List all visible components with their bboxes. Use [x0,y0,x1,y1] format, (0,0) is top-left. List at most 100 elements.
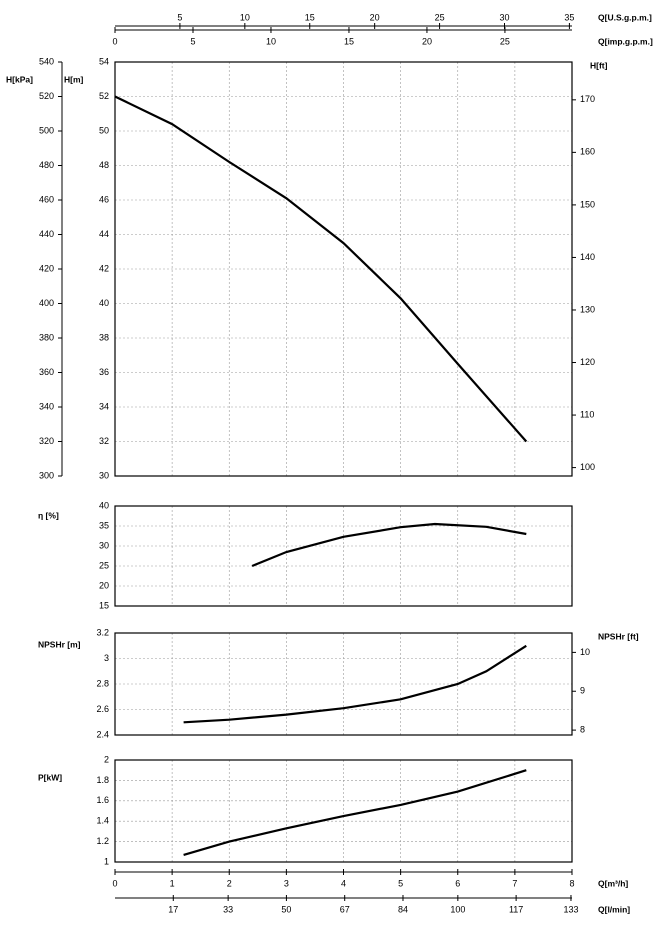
y-tick-label: 1.6 [96,795,109,805]
curve [183,769,527,856]
y-tick-label: 1.8 [96,775,109,785]
y-tick-label: 380 [39,332,54,342]
plot-frame [114,759,573,863]
y-tick-label: 15 [99,600,109,610]
y-axis-label: NPSHr [m] [38,639,81,649]
y2-tick-label: 140 [580,252,595,262]
x-tick-label: 33 [223,904,233,914]
x-tick-label: 35 [564,12,574,22]
y-tick-label: 48 [99,160,109,170]
y2-tick-label: 130 [580,304,595,314]
y-axis-label: P[kW] [38,772,62,782]
x-tick-label: 1 [170,878,175,888]
curve [251,522,527,568]
y2-tick-label: 120 [580,357,595,367]
x-tick-label: 15 [305,12,315,22]
y2-tick-label: 110 [580,409,594,419]
y-tick-label: 3.2 [96,627,109,637]
y2-tick-label: 8 [580,724,585,734]
y-tick-label: 38 [99,332,109,342]
y-tick-label: 460 [39,194,54,204]
x-tick-label: 5 [398,878,403,888]
x-tick-label: 10 [266,36,276,46]
y-tick-label: 30 [99,470,109,480]
x-tick-label: 20 [422,36,432,46]
y2-tick-label: 9 [580,686,585,696]
y-tick-label: 500 [39,125,54,135]
curve [114,95,528,443]
y-tick-label: 1.2 [96,836,109,846]
x-tick-label: 30 [499,12,509,22]
y2-axis-label: NPSHr [ft] [598,631,639,641]
y-tick-label: 440 [39,229,54,239]
y-tick-label: 46 [99,194,109,204]
x-tick-label: 84 [398,904,408,914]
curve [183,644,527,724]
y-tick-label: 34 [99,401,109,411]
y2-tick-label: 150 [580,199,595,209]
x-tick-label: 8 [569,878,574,888]
x-tick-label: 133 [563,904,578,914]
y-tick-label: 2.4 [96,729,109,739]
y-tick-label: 50 [99,125,109,135]
x-tick-label: 67 [340,904,350,914]
y-tick-label: 520 [39,91,54,101]
x-tick-label: 50 [281,904,291,914]
y-tick-label: 40 [99,298,109,308]
y-tick-label: 400 [39,298,54,308]
y-tick-label: 35 [99,520,109,530]
x-axis-label: Q[U.S.g.p.m.] [598,12,652,22]
x-tick-label: 5 [177,12,182,22]
y-tick-label: 420 [39,263,54,273]
plot-frame [114,505,573,607]
x-tick-label: 5 [190,36,195,46]
x-tick-label: 10 [240,12,250,22]
x-tick-label: 4 [341,878,346,888]
y-tick-label: 2.6 [96,704,109,714]
x-tick-label: 7 [512,878,517,888]
y-tick-label: 2 [104,754,109,764]
y-tick-label: 44 [99,229,109,239]
y-tick-label: 32 [99,436,109,446]
y-tick-label: 2.8 [96,678,109,688]
y2-tick-label: 170 [580,94,595,104]
x-tick-label: 17 [168,904,178,914]
y-tick-label: 52 [99,91,109,101]
plot-frame [114,61,573,477]
x-tick-label: 100 [450,904,465,914]
y-tick-label: 54 [99,56,109,66]
y2-tick-label: 160 [580,147,595,157]
y-tick-label: 360 [39,367,54,377]
y-tick-label: 25 [99,560,109,570]
y-axis-label: η [%] [38,510,59,520]
x-axis-label: Q[imp.g.p.m.] [598,36,653,46]
y-tick-label: 40 [99,500,109,510]
y-tick-label: 320 [39,436,54,446]
y-tick-label: 3 [104,653,109,663]
y-tick-label: 1 [104,856,109,866]
y-tick-label: 36 [99,367,109,377]
x-tick-label: 2 [227,878,232,888]
y-tick-label: 300 [39,470,54,480]
y2-axis-label: H[ft] [590,60,608,70]
y-tick-label: 540 [39,56,54,66]
y-tick-label: 340 [39,401,54,411]
y-tick-label: 20 [99,580,109,590]
y2-tick-label: 100 [580,462,595,472]
x-tick-label: 117 [509,904,523,914]
plot-frame [114,632,573,736]
x-tick-label: 6 [455,878,460,888]
y-tick-label: 42 [99,263,109,273]
y2-tick-label: 10 [580,647,590,657]
x-tick-label: 25 [435,12,445,22]
y-axis-label: H[kPa] [6,74,33,84]
x-tick-label: 0 [112,878,117,888]
x-tick-label: 25 [500,36,510,46]
y-tick-label: 30 [99,540,109,550]
y-tick-label: 1.4 [96,816,109,826]
y-axis-label: H[m] [64,74,84,84]
y-tick-label: 480 [39,160,54,170]
x-axis-label: Q[l/min] [598,904,630,914]
x-tick-label: 15 [344,36,354,46]
